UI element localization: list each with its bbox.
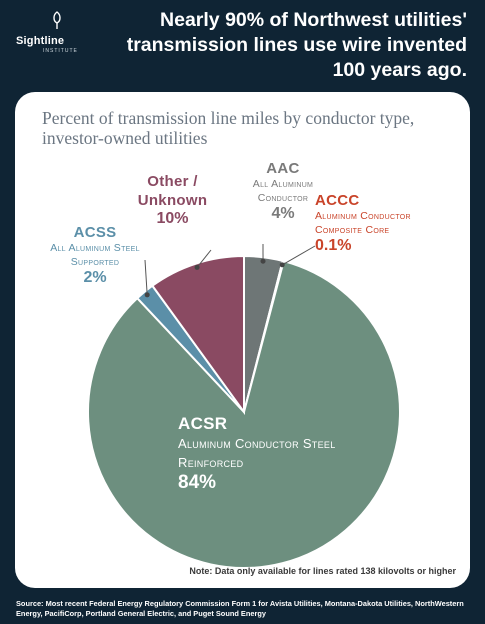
label-desc-aac: All Aluminum Conductor <box>252 178 314 204</box>
label-value-other: 10% <box>156 210 189 227</box>
label-value-accc: 0.1% <box>315 237 352 254</box>
label-value-aac: 4% <box>271 205 295 222</box>
slice-label-acsr: ACSR Aluminum Conductor Steel Reinforced… <box>178 414 348 494</box>
sightline-logo-icon <box>53 11 61 29</box>
pie-slice-other <box>150 254 245 416</box>
label-name-acss: ACSS <box>73 224 117 241</box>
chart-title: Percent of transmission line miles by co… <box>42 108 415 148</box>
headline: Nearly 90% of Northwest utilities' trans… <box>126 9 467 81</box>
footnote: Note: Data only available for lines rate… <box>189 566 456 576</box>
pie-chart <box>87 243 401 569</box>
label-value-acsr: 84% <box>178 472 217 493</box>
source-note: Source: Most recent Federal Energy Regul… <box>16 599 464 618</box>
label-name-accc: ACCC <box>315 192 360 209</box>
slice-label-aac: AAC All Aluminum Conductor 4% <box>233 160 333 223</box>
leader-dot-other <box>194 264 200 270</box>
label-name-aac: AAC <box>266 160 300 177</box>
leader-line-acss <box>144 259 148 295</box>
label-desc-accc: Aluminum Conductor Composite Core <box>315 210 411 236</box>
label-desc-acsr: Aluminum Conductor Steel Reinforced <box>178 436 336 470</box>
leader-line-accc <box>281 245 316 266</box>
slice-label-other: Other / Unknown 10% <box>130 172 215 228</box>
leader-line-other <box>196 249 212 268</box>
label-desc-acss: All Aluminum Steel Supported <box>50 242 140 268</box>
label-name-other: Other / Unknown <box>137 173 208 209</box>
label-value-acss: 2% <box>83 269 107 286</box>
pie-slice-acsr <box>87 259 401 569</box>
brand-subtitle: INSTITUTE <box>43 48 78 54</box>
leader-dot-aac <box>260 258 266 264</box>
chart-card: Percent of transmission line miles by co… <box>15 92 470 588</box>
label-name-acsr: ACSR <box>178 414 228 433</box>
leader-dot-acss <box>144 292 150 298</box>
slice-label-accc: ACCC Aluminum Conductor Composite Core 0… <box>315 192 455 255</box>
brand-name: Sightline <box>16 35 65 47</box>
slice-label-acss: ACSS All Aluminum Steel Supported 2% <box>45 224 145 287</box>
leader-dot-accc <box>279 262 285 268</box>
